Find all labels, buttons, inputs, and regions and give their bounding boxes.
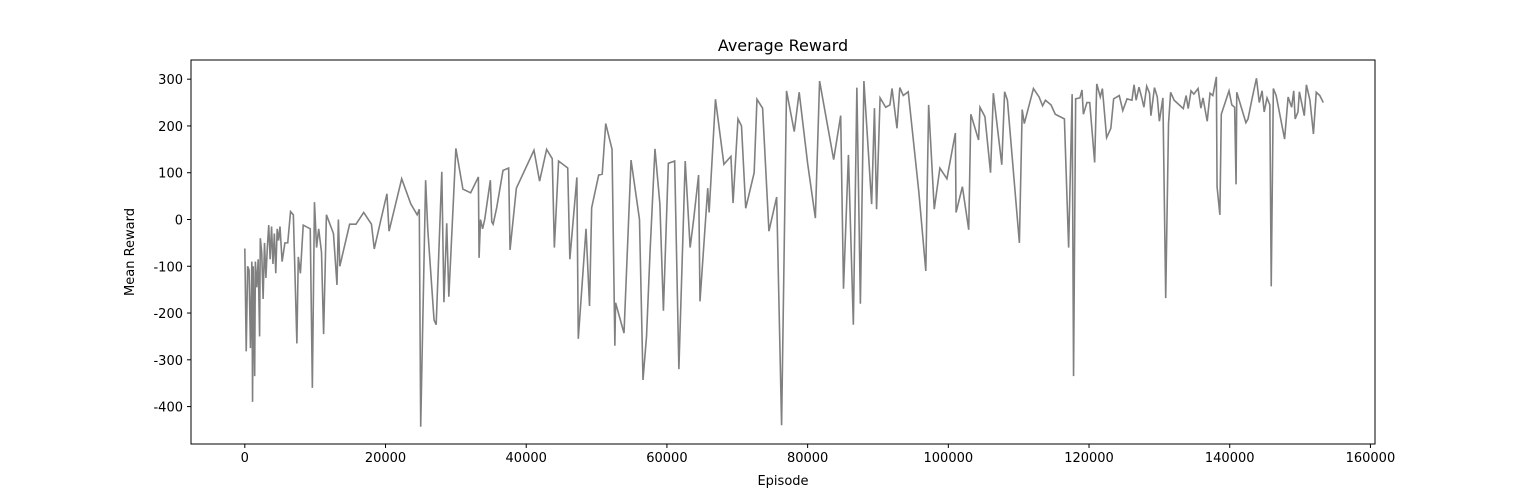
data-line: [244, 76, 1325, 427]
y-axis-label: Mean Reward: [123, 208, 138, 296]
x-tick-label: 40000: [506, 451, 547, 466]
x-tick-label: 20000: [365, 451, 406, 466]
x-axis-label: Episode: [757, 474, 808, 489]
x-tick-label: 160000: [1346, 451, 1396, 466]
x-tick-label: 140000: [1205, 451, 1255, 466]
chart-title: Average Reward: [718, 36, 848, 55]
y-tick-label: 0: [175, 213, 183, 228]
x-tick-label: 0: [241, 451, 249, 466]
x-tick-label: 60000: [646, 451, 687, 466]
plot-frame: [190, 59, 1376, 445]
y-tick-label: -100: [153, 260, 183, 275]
y-tick-label: 200: [158, 120, 183, 135]
y-tick-label: -300: [153, 354, 183, 369]
y-tick-label: -400: [153, 401, 183, 416]
y-tick-label: 300: [158, 73, 183, 88]
y-tick-label: 100: [158, 167, 183, 182]
x-tick-label: 100000: [924, 451, 974, 466]
y-tick-label: -200: [153, 307, 183, 322]
x-tick-label: 80000: [787, 451, 828, 466]
x-tick-label: 120000: [1064, 451, 1114, 466]
